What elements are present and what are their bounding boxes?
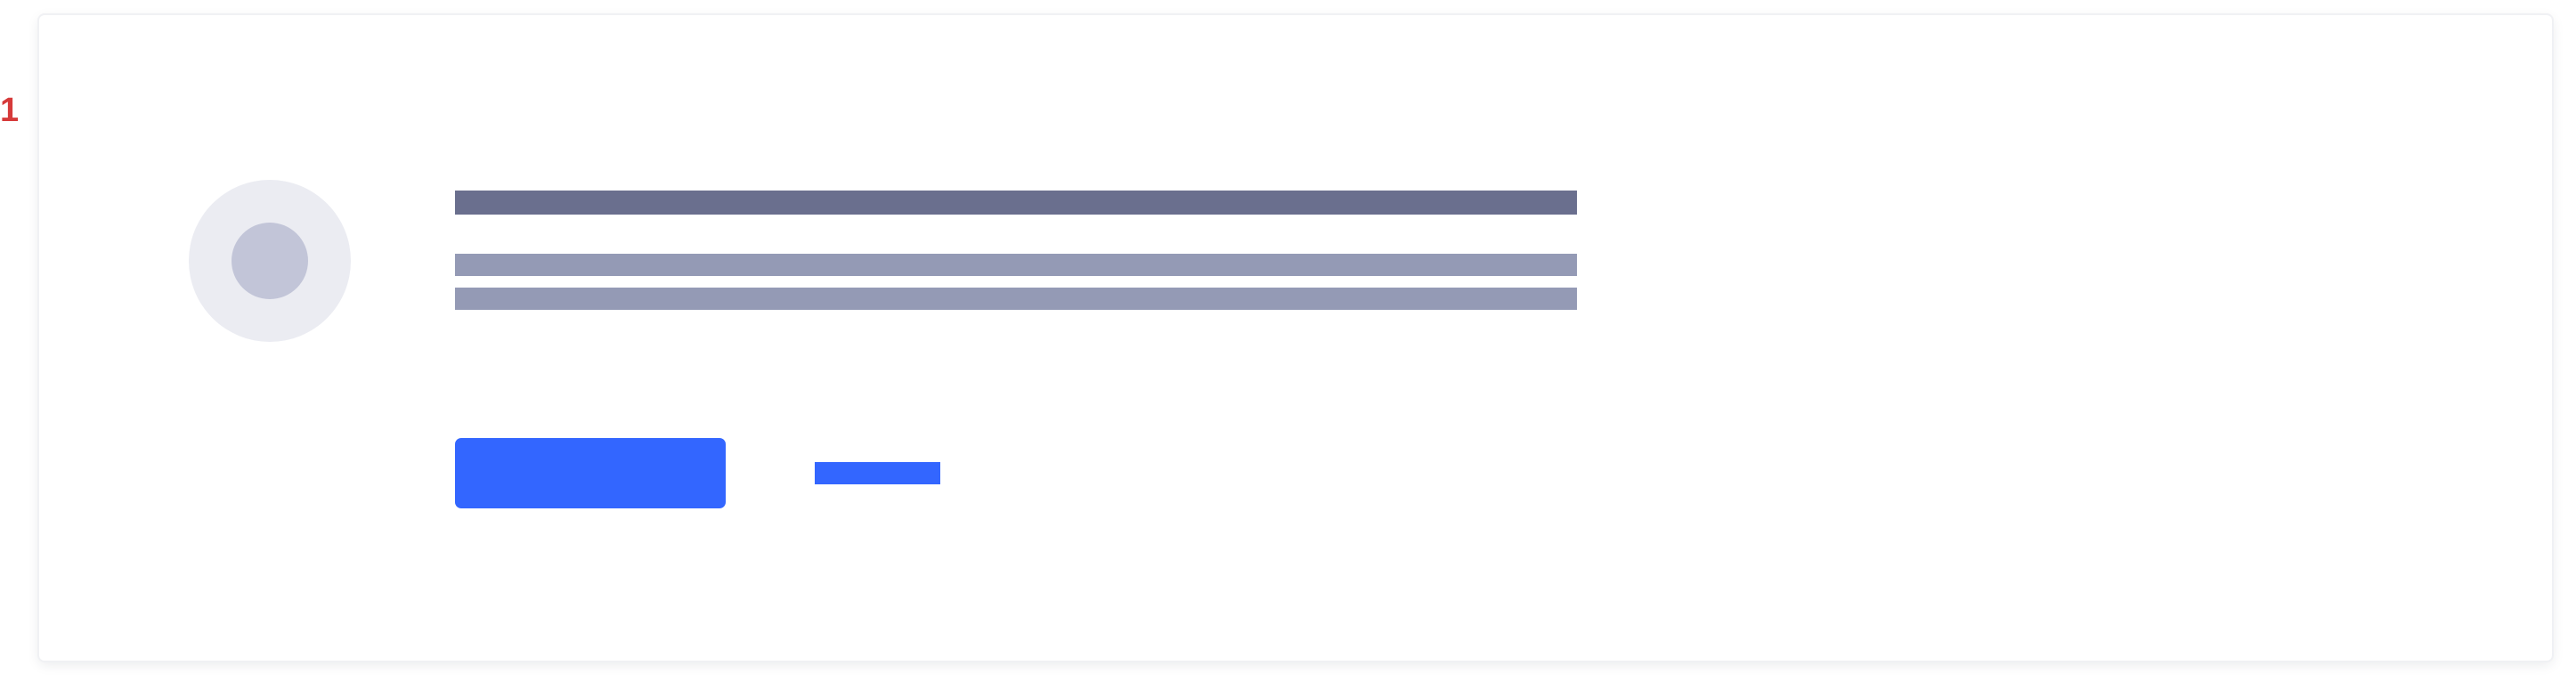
title-placeholder <box>455 191 1577 215</box>
secondary-action-link[interactable] <box>815 462 940 484</box>
empty-state-card <box>39 15 2552 661</box>
annotation-marker-1: 1 <box>0 92 20 129</box>
description-placeholder-line-1 <box>455 254 1577 276</box>
description-placeholder-line-2 <box>455 288 1577 310</box>
primary-action-button[interactable] <box>455 438 726 508</box>
illustration-inner-circle <box>232 223 308 299</box>
empty-state-illustration-icon <box>189 180 351 342</box>
